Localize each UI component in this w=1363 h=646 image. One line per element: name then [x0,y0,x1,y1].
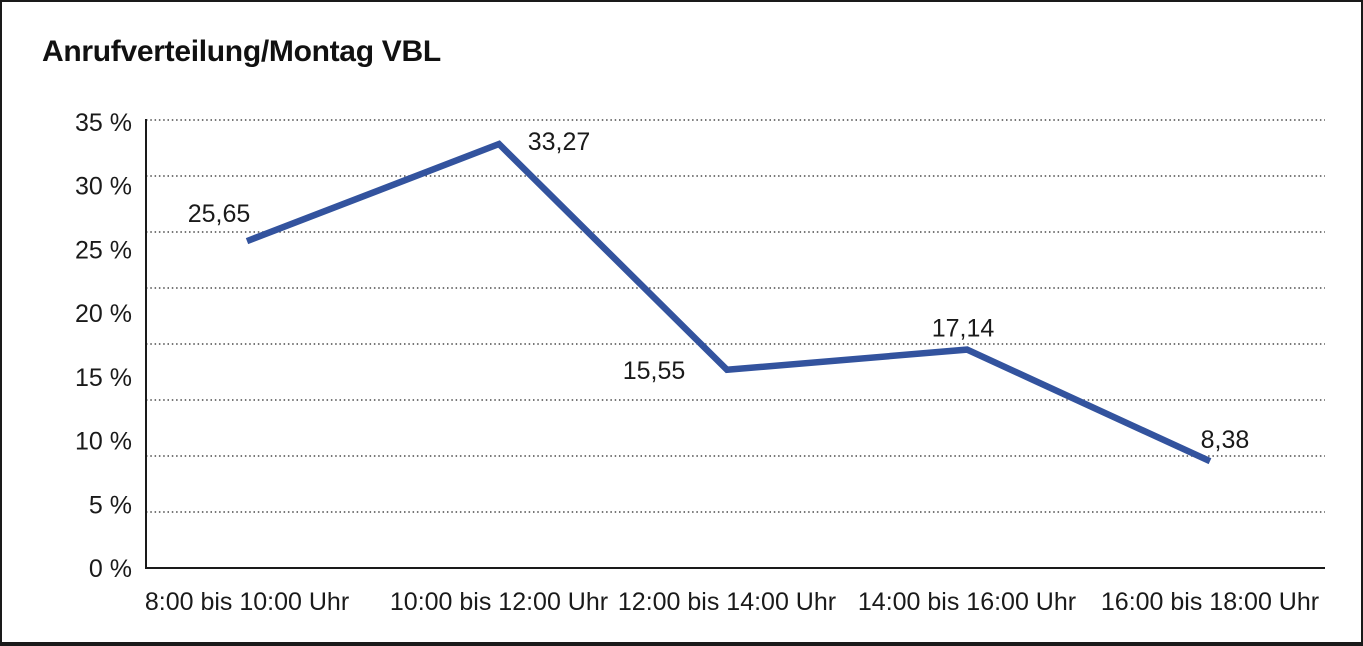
data-point-label: 33,27 [528,128,591,156]
x-category-label: 12:00 bis 14:00 Uhr [618,588,836,616]
x-category-label: 16:00 bis 18:00 Uhr [1101,588,1319,616]
data-point-label: 8,38 [1201,426,1250,454]
x-category-label: 14:00 bis 16:00 Uhr [858,588,1076,616]
y-tick-label: 20 % [75,300,132,328]
y-tick-label: 25 % [75,236,132,264]
y-tick-label: 30 % [75,173,132,201]
y-tick-label: 35 % [75,109,132,137]
data-point-label: 25,65 [188,200,251,228]
y-tick-label: 10 % [75,428,132,456]
x-category-label: 8:00 bis 10:00 Uhr [145,588,349,616]
data-point-label: 17,14 [932,315,995,343]
x-category-label: 10:00 bis 12:00 Uhr [390,588,608,616]
y-tick-label: 0 % [89,555,132,583]
data-point-label: 15,55 [623,357,686,385]
chart-title: Anrufverteilung/Montag VBL [42,35,441,68]
y-tick-label: 15 % [75,364,132,392]
series-line [245,140,1212,465]
y-tick-label: 5 % [89,491,132,519]
